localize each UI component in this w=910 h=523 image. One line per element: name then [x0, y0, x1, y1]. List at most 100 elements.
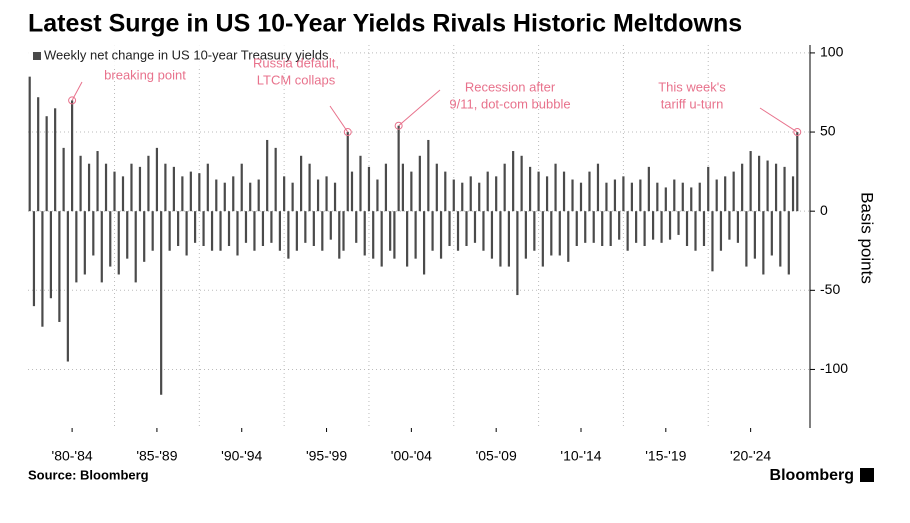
bar: [380, 211, 383, 267]
bar: [753, 211, 756, 259]
bar: [681, 182, 684, 212]
bar: [210, 211, 214, 251]
bar: [130, 163, 133, 212]
annotation-line: [329, 105, 349, 133]
bar: [732, 171, 735, 212]
bar: [647, 166, 650, 212]
bar: [677, 211, 680, 235]
x-tick-label: '80-'84: [52, 448, 93, 464]
bar: [486, 171, 489, 212]
bar: [283, 176, 286, 212]
bar: [724, 176, 727, 212]
bar: [117, 211, 120, 275]
bar: [791, 176, 795, 212]
bar: [346, 132, 349, 212]
bar: [728, 211, 731, 240]
bar: [575, 211, 578, 246]
bar: [109, 211, 112, 267]
legend-swatch: [33, 52, 41, 60]
bar: [774, 163, 778, 212]
bar: [736, 211, 740, 243]
bar: [537, 171, 540, 212]
bar: [507, 211, 511, 267]
bar: [143, 211, 146, 262]
bar: [257, 179, 260, 212]
x-tick-label: '20-'24: [730, 448, 771, 464]
bar: [499, 211, 502, 267]
bar: [533, 211, 536, 251]
bar: [300, 155, 303, 212]
bar: [45, 116, 48, 212]
bar: [745, 211, 748, 267]
bar: [32, 211, 36, 307]
bar: [202, 211, 205, 246]
bar: [79, 155, 82, 212]
bar: [198, 173, 201, 212]
bar: [62, 147, 65, 212]
bar: [363, 211, 366, 256]
bar: [473, 211, 477, 243]
brand-icon: [860, 468, 874, 482]
bar: [588, 171, 591, 212]
bar: [274, 147, 277, 212]
bar: [372, 211, 375, 259]
x-tick-label: '15-'19: [645, 448, 686, 464]
y-tick-label: 50: [820, 123, 836, 139]
bar: [92, 211, 95, 256]
bar: [376, 179, 379, 212]
bar: [215, 179, 218, 212]
bar: [236, 211, 239, 256]
bar: [503, 163, 506, 212]
brand: Bloomberg: [770, 467, 854, 484]
bar: [177, 211, 180, 246]
annotation-text: Russia default,: [253, 55, 339, 70]
bar: [113, 171, 116, 212]
bar: [87, 163, 91, 212]
bar: [58, 211, 61, 322]
bar: [719, 211, 723, 251]
bar: [762, 211, 765, 275]
bar: [304, 211, 307, 243]
bar: [668, 211, 672, 240]
bar: [541, 211, 544, 267]
bar: [325, 176, 328, 212]
bar: [28, 76, 31, 212]
bar: [160, 211, 163, 395]
bar: [685, 211, 689, 246]
bar: [609, 211, 612, 246]
annotation-marker: [68, 96, 77, 105]
bar: [338, 211, 341, 259]
annotation-marker: [793, 128, 802, 137]
bar: [796, 132, 799, 212]
bar: [758, 155, 761, 212]
bar: [193, 211, 197, 243]
bar: [656, 182, 659, 212]
bar: [126, 211, 129, 259]
bar: [741, 163, 744, 212]
bar: [406, 211, 409, 267]
bar: [240, 163, 243, 212]
bar: [83, 211, 86, 275]
bar: [121, 176, 125, 212]
bar: [316, 179, 320, 212]
bar: [350, 171, 354, 212]
bar: [690, 187, 693, 212]
bar: [172, 166, 175, 212]
bar: [444, 171, 447, 212]
bar: [516, 211, 519, 296]
bar: [422, 211, 426, 275]
bar: [100, 211, 103, 283]
legend-label: Weekly net change in US 10-year Treasury…: [44, 47, 329, 62]
bar: [698, 182, 701, 212]
bar: [427, 139, 430, 212]
bar: [418, 155, 421, 212]
bar: [605, 182, 608, 212]
bar: [134, 211, 137, 283]
bar: [660, 211, 663, 243]
bar: [558, 211, 561, 256]
bar: [545, 176, 549, 212]
bar: [461, 182, 464, 212]
bar: [749, 151, 752, 212]
bar: [694, 211, 697, 251]
